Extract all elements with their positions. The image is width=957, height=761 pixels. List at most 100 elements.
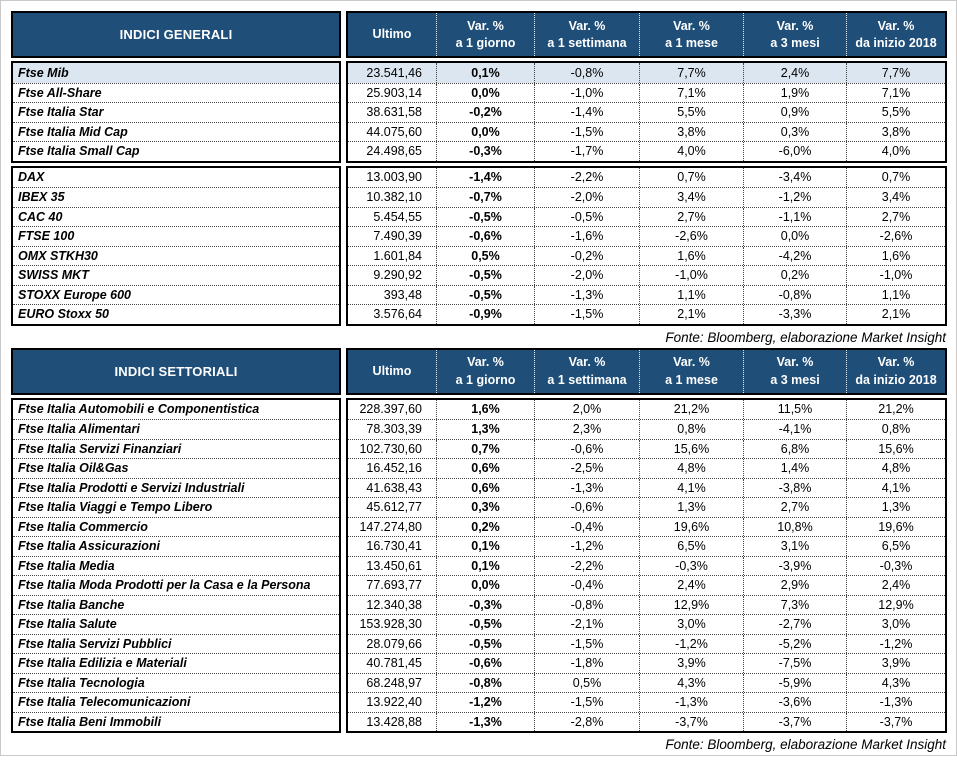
var-ytd-cell: 7,7% bbox=[846, 63, 945, 83]
var-1d-cell: -0,6% bbox=[436, 654, 534, 673]
var-1m-cell: -2,6% bbox=[639, 227, 743, 246]
var-ytd-cell: -3,7% bbox=[846, 712, 945, 731]
table-row: 7.490,39 -0,6% -1,6% -2,6% 0,0% -2,6% bbox=[348, 226, 945, 246]
ultimo-cell: 41.638,43 bbox=[366, 480, 422, 495]
col-header-label: Var. % bbox=[673, 355, 710, 370]
var-1w-cell: -1,3% bbox=[534, 285, 639, 304]
col-header-ultimo: Ultimo bbox=[348, 13, 436, 56]
var-1w-cell: -2,2% bbox=[534, 167, 639, 187]
index-name-cell: Ftse Mib bbox=[13, 63, 339, 83]
var-1m-cell: 4,1% bbox=[639, 478, 743, 497]
col-header-var-ytd: Var. % da inizio 2018 bbox=[846, 13, 945, 56]
var-ytd-cell: 6,5% bbox=[846, 537, 945, 556]
var-ytd-cell: 1,6% bbox=[846, 246, 945, 265]
ultimo-cell: 16.730,41 bbox=[366, 539, 422, 554]
table-row: 147.274,80 0,2% -0,4% 19,6% 10,8% 19,6% bbox=[348, 516, 945, 536]
ultimo-cell: 40.781,45 bbox=[366, 656, 422, 671]
var-1w-cell: -1,7% bbox=[534, 142, 639, 161]
var-3m-cell: 2,4% bbox=[743, 63, 846, 83]
index-values-grid: 13.003,90 -1,4% -2,2% 0,7% -3,4% 0,7% 10.382,1… bbox=[346, 165, 947, 326]
var-3m-cell: -3,9% bbox=[743, 556, 846, 575]
table-row: 12.340,38 -0,3% -0,8% 12,9% 7,3% 12,9% bbox=[348, 594, 945, 614]
col-header-sublabel: a 1 mese bbox=[665, 36, 718, 50]
ultimo-cell: 13.003,90 bbox=[366, 170, 422, 185]
col-header-label: Var. % bbox=[467, 18, 504, 33]
index-name-cell: STOXX Europe 600 bbox=[13, 284, 339, 305]
var-1w-cell: -0,2% bbox=[534, 246, 639, 265]
var-1w-cell: -1,3% bbox=[534, 478, 639, 497]
col-header-label: Ultimo bbox=[372, 27, 412, 42]
table-row: 13.450,61 0,1% -2,2% -0,3% -3,9% -0,3% bbox=[348, 555, 945, 575]
var-1w-cell: -2,0% bbox=[534, 188, 639, 207]
index-name-cell: DAX bbox=[18, 170, 45, 185]
var-ytd-cell: 2,7% bbox=[846, 207, 945, 226]
var-1w-cell: -2,8% bbox=[534, 712, 639, 731]
ultimo-cell: 13.450,61 bbox=[366, 558, 422, 573]
ultimo-cell: 12.340,38 bbox=[366, 597, 422, 612]
var-3m-cell: -1,2% bbox=[743, 188, 846, 207]
var-1d-cell: 0,1% bbox=[436, 556, 534, 575]
index-name-cell: Ftse Italia Viaggi e Tempo Libero bbox=[13, 497, 339, 517]
var-ytd-cell: 3,9% bbox=[846, 654, 945, 673]
table-row: 9.290,92 -0,5% -2,0% -1,0% 0,2% -1,0% bbox=[348, 265, 945, 285]
index-name-cell: SWISS MKT bbox=[13, 265, 339, 285]
ultimo-cell: 78.303,39 bbox=[366, 422, 422, 437]
var-ytd-cell: 4,3% bbox=[846, 673, 945, 692]
index-name-cell: Ftse Italia Commercio bbox=[13, 516, 339, 537]
var-1d-cell: 0,0% bbox=[436, 576, 534, 595]
index-name-cell: CAC 40 bbox=[13, 206, 339, 227]
index-name-cell: Ftse Italia Mid Cap bbox=[13, 121, 339, 142]
var-3m-cell: 6,8% bbox=[743, 439, 846, 458]
index-name-cell: Ftse Italia Beni Immobili bbox=[13, 711, 339, 732]
table-row: 102.730,60 0,7% -0,6% 15,6% 6,8% 15,6% bbox=[348, 438, 945, 458]
var-3m-cell: -4,2% bbox=[743, 246, 846, 265]
index-name-cell: Ftse All-Share bbox=[13, 82, 339, 103]
ultimo-cell: 77.693,77 bbox=[366, 578, 422, 593]
var-3m-cell: -5,9% bbox=[743, 673, 846, 692]
var-3m-cell: 0,2% bbox=[743, 266, 846, 285]
col-header-sublabel: a 1 giorno bbox=[455, 372, 516, 387]
col-header-label: Var. % bbox=[467, 355, 504, 370]
var-3m-cell: 2,7% bbox=[743, 498, 846, 517]
col-header-var-1d: Var. % a 1 giorno bbox=[436, 13, 534, 56]
var-3m-cell: -2,7% bbox=[743, 615, 846, 634]
var-1w-cell: -0,4% bbox=[534, 517, 639, 536]
var-1d-cell: 0,1% bbox=[436, 537, 534, 556]
table-row: 23.541,46 0,1% -0,8% 7,7% 2,4% 7,7% bbox=[348, 63, 945, 83]
var-1m-cell: 15,6% bbox=[639, 439, 743, 458]
var-1w-cell: -1,5% bbox=[534, 305, 639, 324]
var-3m-cell: 0,9% bbox=[743, 103, 846, 122]
sector-indices-group: Ftse Italia Automobili e Componentistica… bbox=[11, 397, 947, 733]
var-1d-cell: -0,6% bbox=[436, 227, 534, 246]
ultimo-cell: 45.612,77 bbox=[366, 500, 422, 515]
var-1m-cell: 2,1% bbox=[639, 305, 743, 324]
var-1d-cell: 0,6% bbox=[436, 478, 534, 497]
ultimo-cell: 1.601,84 bbox=[373, 248, 422, 263]
ultimo-cell: 16.452,16 bbox=[366, 461, 422, 476]
ultimo-cell: 102.730,60 bbox=[359, 441, 422, 456]
var-1d-cell: 1,6% bbox=[436, 399, 534, 419]
var-1w-cell: -1,5% bbox=[534, 693, 639, 712]
var-1d-cell: 0,0% bbox=[436, 122, 534, 141]
index-name-column: Ftse Mib Ftse All-Share Ftse Italia Star Ft… bbox=[11, 61, 341, 163]
ultimo-cell: 9.290,92 bbox=[373, 268, 422, 283]
col-header-var-1m: Var. % a 1 mese bbox=[639, 349, 743, 393]
var-1d-cell: -0,5% bbox=[436, 615, 534, 634]
index-name-cell: Ftse Italia Moda Prodotti per la Casa e … bbox=[13, 575, 339, 595]
general-indices-table: INDICI GENERALI Ultimo Var. % a 1 giorno … bbox=[11, 11, 947, 326]
sector-indices-header: INDICI SETTORIALI Ultimo Var. % a 1 giorn… bbox=[11, 347, 947, 395]
table-row: 38.631,58 -0,2% -1,4% 5,5% 0,9% 5,5% bbox=[348, 102, 945, 122]
var-3m-cell: 10,8% bbox=[743, 517, 846, 536]
ultimo-cell: 23.541,46 bbox=[366, 65, 422, 80]
index-name-cell: OMX STKH30 bbox=[13, 245, 339, 266]
var-ytd-cell: 19,6% bbox=[846, 517, 945, 536]
table-row: 13.003,90 -1,4% -2,2% 0,7% -3,4% 0,7% bbox=[348, 167, 945, 187]
ultimo-cell: 228.397,60 bbox=[359, 402, 422, 417]
var-1w-cell: -0,6% bbox=[534, 439, 639, 458]
table-row: 24.498,65 -0,3% -1,7% 4,0% -6,0% 4,0% bbox=[348, 141, 945, 161]
var-3m-cell: 1,4% bbox=[743, 459, 846, 478]
var-ytd-cell: 7,1% bbox=[846, 83, 945, 102]
index-name-cell: Ftse Italia Prodotti e Servizi Industria… bbox=[13, 477, 339, 498]
index-name-column: Ftse Italia Automobili e Componentistica… bbox=[11, 397, 341, 733]
